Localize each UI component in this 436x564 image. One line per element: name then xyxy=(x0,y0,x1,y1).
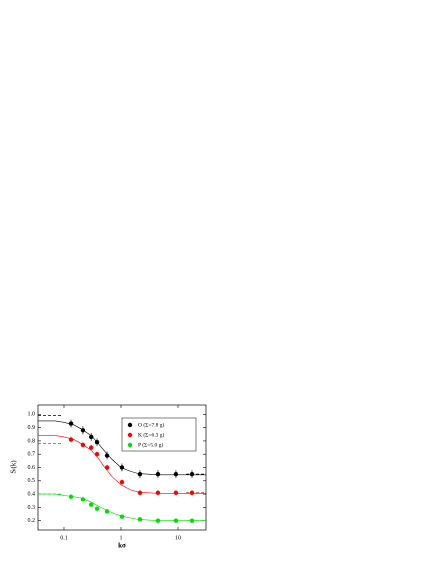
data-point xyxy=(173,490,179,495)
data-point xyxy=(155,518,161,523)
data-point xyxy=(94,440,100,445)
data-point xyxy=(94,506,100,511)
y-axis-label: Sₗ(k) xyxy=(10,460,18,474)
data-point xyxy=(137,517,143,522)
data-point xyxy=(88,502,94,507)
legend-marker xyxy=(127,432,133,438)
data-point xyxy=(88,434,94,440)
data-point xyxy=(189,518,195,523)
legend-label: P (Σ=5.0 g) xyxy=(138,441,163,448)
y-tick-label: 0.9 xyxy=(28,425,36,431)
data-point xyxy=(173,518,179,523)
data-point xyxy=(137,490,143,495)
data-point xyxy=(189,490,195,495)
x-tick-label: 0.1 xyxy=(60,535,68,541)
y-tick-label: 0.6 xyxy=(28,465,36,471)
data-point xyxy=(119,465,125,470)
data-point xyxy=(104,465,110,470)
legend-marker xyxy=(127,422,133,428)
fit-line xyxy=(38,435,206,494)
data-point xyxy=(80,497,86,502)
y-tick-label: 0.8 xyxy=(28,438,36,444)
legend-label: O (Σ=7.8 g) xyxy=(138,421,164,428)
legend-label: K (Σ=6.3 g) xyxy=(138,431,164,438)
data-point xyxy=(94,452,100,457)
data-point xyxy=(88,445,94,450)
data-point xyxy=(173,471,179,477)
legend-marker xyxy=(127,442,133,448)
data-point xyxy=(119,479,125,485)
data-point xyxy=(155,490,161,495)
data-point xyxy=(80,442,86,448)
y-tick-label: 0.2 xyxy=(28,518,36,524)
x-tick-label: 10 xyxy=(175,535,181,541)
legend-box xyxy=(121,417,197,452)
data-point xyxy=(104,509,110,514)
y-tick-label: 1.0 xyxy=(28,412,36,418)
x-axis-label: kσ xyxy=(118,542,126,550)
data-point xyxy=(80,428,86,433)
data-point xyxy=(104,453,110,458)
y-tick-label: 0.7 xyxy=(28,452,36,458)
data-point xyxy=(119,514,125,519)
y-tick-label: 0.4 xyxy=(28,491,36,497)
data-point xyxy=(68,437,74,442)
y-tick-label: 0.3 xyxy=(28,505,36,511)
y-tick-label: 0.5 xyxy=(28,478,36,484)
x-tick-label: 1 xyxy=(119,535,122,541)
data-point xyxy=(68,421,74,426)
data-point xyxy=(68,494,74,499)
data-point xyxy=(189,471,195,477)
data-point xyxy=(137,471,143,477)
data-point xyxy=(155,471,161,477)
